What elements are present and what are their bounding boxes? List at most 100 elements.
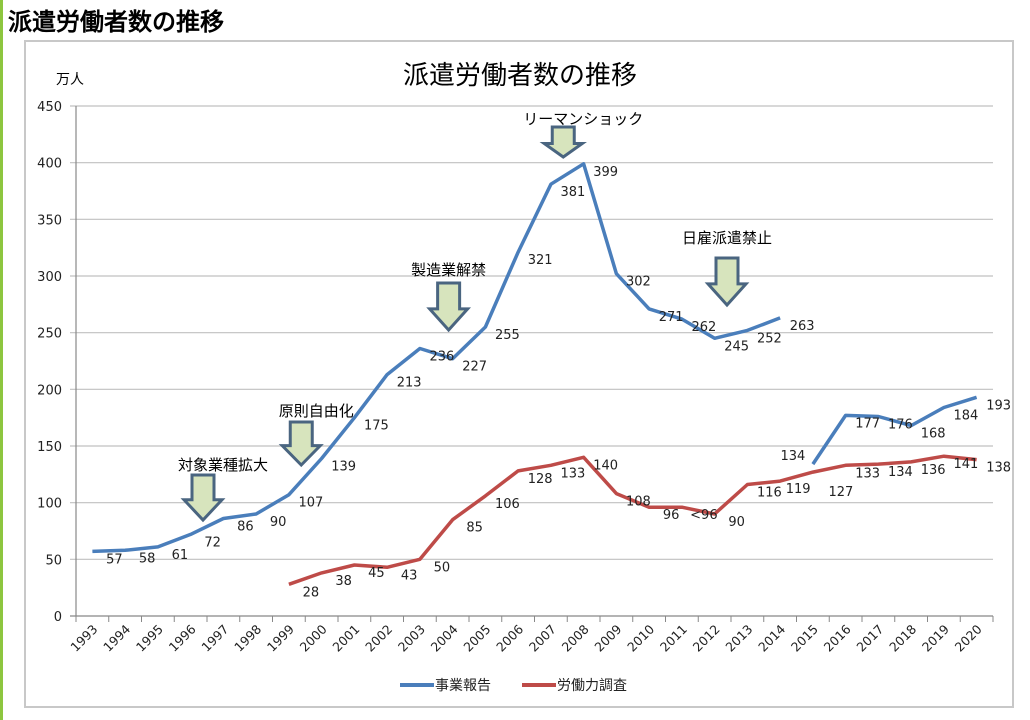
data-label: 43 (401, 568, 418, 583)
data-label: <96 (690, 508, 717, 523)
x-tick-label: 2002 (362, 622, 395, 655)
data-label: 255 (495, 328, 520, 343)
x-tick-label: 1994 (100, 621, 133, 654)
x-tick-label: 1996 (166, 621, 199, 654)
data-label: 177 (855, 416, 880, 431)
data-label: 184 (953, 408, 978, 423)
data-label: 128 (528, 472, 553, 487)
data-label: 193 (986, 398, 1011, 413)
y-tick-label: 350 (37, 213, 62, 228)
down-arrow-icon (704, 256, 750, 308)
data-label: 57 (106, 552, 123, 567)
x-tick-label: 1993 (67, 622, 100, 655)
x-tick-label: 2013 (722, 622, 755, 655)
data-label: 108 (626, 495, 651, 510)
data-label: 58 (139, 551, 156, 566)
data-label: 175 (364, 419, 389, 434)
x-tick-label: 2011 (657, 622, 690, 655)
chart-frame (24, 40, 1014, 708)
data-label: 133 (855, 466, 880, 481)
y-tick-label: 400 (37, 157, 62, 172)
accent-bar (0, 0, 3, 720)
legend-label: 事業報告 (435, 678, 491, 694)
x-tick-label: 2009 (591, 621, 624, 654)
x-tick-label: 2006 (493, 621, 526, 654)
data-label: 139 (331, 459, 356, 474)
down-arrow-icon (278, 420, 324, 468)
data-label: 28 (303, 585, 320, 600)
annotation-label: 日雇派遣禁止 (682, 229, 772, 247)
x-tick-label: 2016 (821, 621, 854, 654)
x-tick-label: 2019 (919, 621, 952, 654)
data-label: 245 (724, 339, 749, 354)
series-line-0 (92, 162, 781, 554)
annotation-label: 原則自由化 (279, 402, 354, 420)
data-label: 252 (757, 331, 782, 346)
x-tick-label: 2012 (690, 622, 723, 655)
chart-title: 派遣労働者数の推移 (403, 61, 637, 91)
x-tick-label: 2003 (395, 622, 428, 655)
data-label: 119 (786, 482, 811, 497)
x-tick-label: 1998 (231, 621, 264, 654)
x-tick-label: 1999 (264, 621, 297, 654)
x-tick-label: 2020 (952, 621, 985, 654)
down-arrow-icon (539, 125, 587, 159)
data-label: 45 (368, 566, 385, 581)
x-tick-label: 2007 (526, 622, 559, 655)
y-tick-label: 100 (37, 497, 62, 512)
data-label: 302 (626, 275, 651, 290)
data-label: 262 (691, 320, 716, 335)
data-label: 321 (528, 253, 553, 268)
data-label: 213 (397, 376, 422, 391)
data-label: 127 (828, 485, 853, 500)
x-tick-label: 2000 (297, 621, 330, 654)
legend: 事業報告 労働力調査 (400, 678, 627, 694)
data-label: 140 (593, 458, 618, 473)
data-label: 38 (335, 574, 352, 589)
down-arrow-icon (180, 473, 226, 523)
series-line-2 (288, 454, 977, 586)
x-tick-label: 2017 (853, 622, 886, 655)
series-line-1 (811, 395, 978, 466)
data-label: 96 (663, 508, 680, 523)
y-tick-label: 50 (45, 553, 62, 568)
data-label: 138 (986, 461, 1011, 476)
data-label: 136 (921, 463, 946, 478)
page-title: 派遣労働者数の推移 (8, 8, 224, 36)
data-label: 381 (560, 185, 585, 200)
data-label: 176 (888, 418, 913, 433)
x-tick-label: 2015 (788, 622, 821, 655)
data-label: 107 (298, 496, 323, 511)
x-tick-label: 2001 (329, 622, 362, 655)
y-tick-label: 300 (37, 270, 62, 285)
data-label: 236 (429, 350, 454, 365)
y-tick-label: 450 (37, 100, 62, 115)
data-label: 141 (953, 457, 978, 472)
data-label: 134 (780, 449, 805, 464)
y-tick-label: 250 (37, 327, 62, 342)
data-label: 133 (560, 466, 585, 481)
y-tick-label: 200 (37, 383, 62, 398)
y-axis-unit: 万人 (56, 72, 84, 88)
x-tick-label: 2010 (624, 621, 657, 654)
legend-label: 労働力調査 (557, 678, 627, 694)
data-label: 106 (495, 497, 520, 512)
x-tick-label: 2008 (559, 621, 592, 654)
data-label: 168 (921, 427, 946, 442)
data-label: 271 (659, 310, 684, 325)
data-label: 61 (172, 548, 189, 563)
data-label: 72 (204, 535, 221, 550)
data-label: 134 (888, 465, 913, 480)
x-tick-label: 1995 (133, 622, 166, 655)
x-tick-label: 2014 (755, 621, 788, 654)
x-tick-label: 2018 (886, 621, 919, 654)
data-label: 86 (237, 520, 254, 535)
data-label: 399 (593, 165, 618, 180)
x-tick-label: 2004 (428, 621, 461, 654)
x-tick-label: 2005 (460, 622, 493, 655)
down-arrow-icon (426, 281, 471, 333)
data-label: 50 (434, 560, 451, 575)
data-label: 90 (728, 515, 745, 530)
data-label: 227 (462, 360, 487, 375)
